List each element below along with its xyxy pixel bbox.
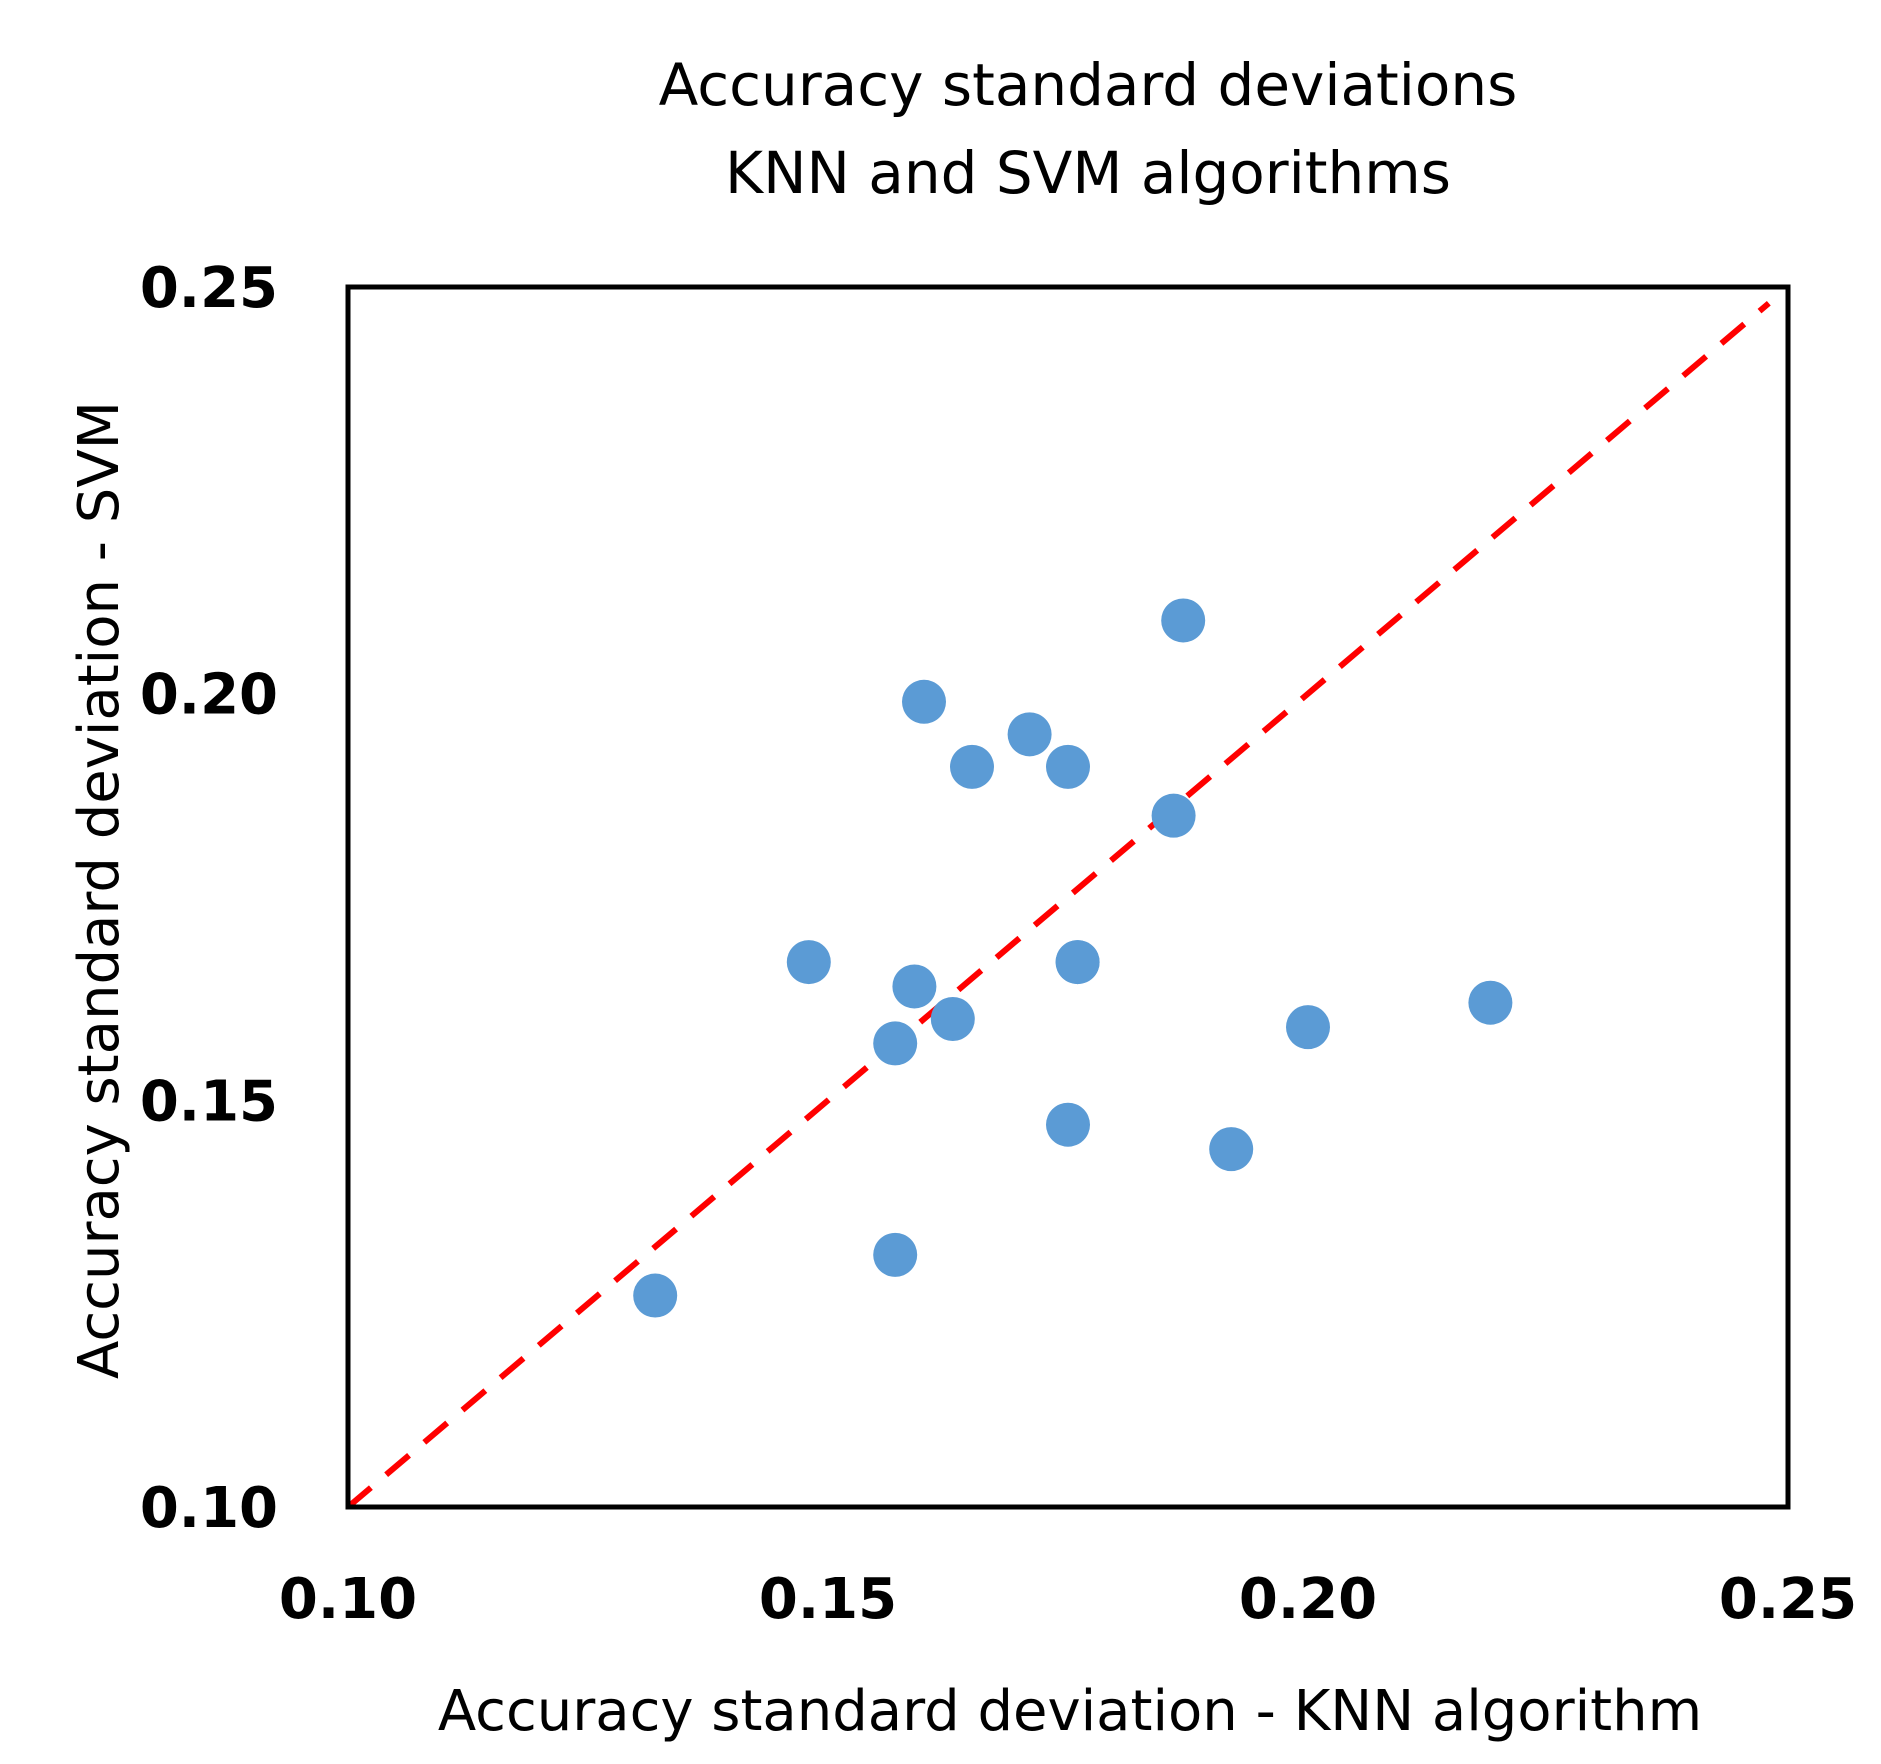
- data-point: [1055, 940, 1100, 985]
- chart-title-line-1: Accuracy standard deviations: [659, 51, 1518, 119]
- x-tick-label: 0.10: [279, 1567, 417, 1632]
- data-point: [902, 679, 946, 724]
- data-point: [633, 1273, 678, 1318]
- y-axis-title: Accuracy standard deviation - SVM: [67, 401, 132, 1379]
- data-point: [873, 1021, 918, 1066]
- x-axis-ticks: 0.10 0.15 0.20 0.25: [279, 1567, 1857, 1632]
- data-point: [786, 940, 831, 985]
- data-point: [1046, 744, 1090, 789]
- data-point: [930, 997, 975, 1041]
- y-tick-label: 0.20: [140, 663, 278, 728]
- reference-diagonal-line: [346, 300, 1771, 1510]
- x-axis-title: Accuracy standard deviation - KNN algori…: [438, 1679, 1702, 1744]
- data-point: [1161, 598, 1206, 643]
- x-tick-label: 0.20: [1239, 1567, 1377, 1632]
- data-point: [950, 744, 994, 789]
- data-points-layer: [633, 598, 1513, 1318]
- data-point: [1007, 712, 1052, 757]
- data-point: [873, 1232, 918, 1277]
- y-axis-ticks: 0.10 0.15 0.20 0.25: [140, 256, 278, 1541]
- data-point: [1468, 980, 1513, 1025]
- data-point: [1286, 1005, 1330, 1050]
- data-point: [892, 964, 937, 1009]
- chart-title: Accuracy standard deviations KNN and SVM…: [659, 51, 1518, 207]
- y-tick-label: 0.15: [140, 1069, 278, 1134]
- y-tick-label: 0.25: [140, 256, 278, 321]
- y-tick-label: 0.10: [140, 1476, 278, 1541]
- x-tick-label: 0.25: [1719, 1567, 1857, 1632]
- plot-area-frame: [345, 284, 1791, 1510]
- chart-title-line-2: KNN and SVM algorithms: [725, 139, 1451, 207]
- x-tick-label: 0.15: [759, 1567, 897, 1632]
- data-point: [1209, 1127, 1254, 1172]
- data-point: [1046, 1102, 1090, 1147]
- reference-line-layer: [346, 300, 1771, 1510]
- data-point: [1151, 793, 1196, 838]
